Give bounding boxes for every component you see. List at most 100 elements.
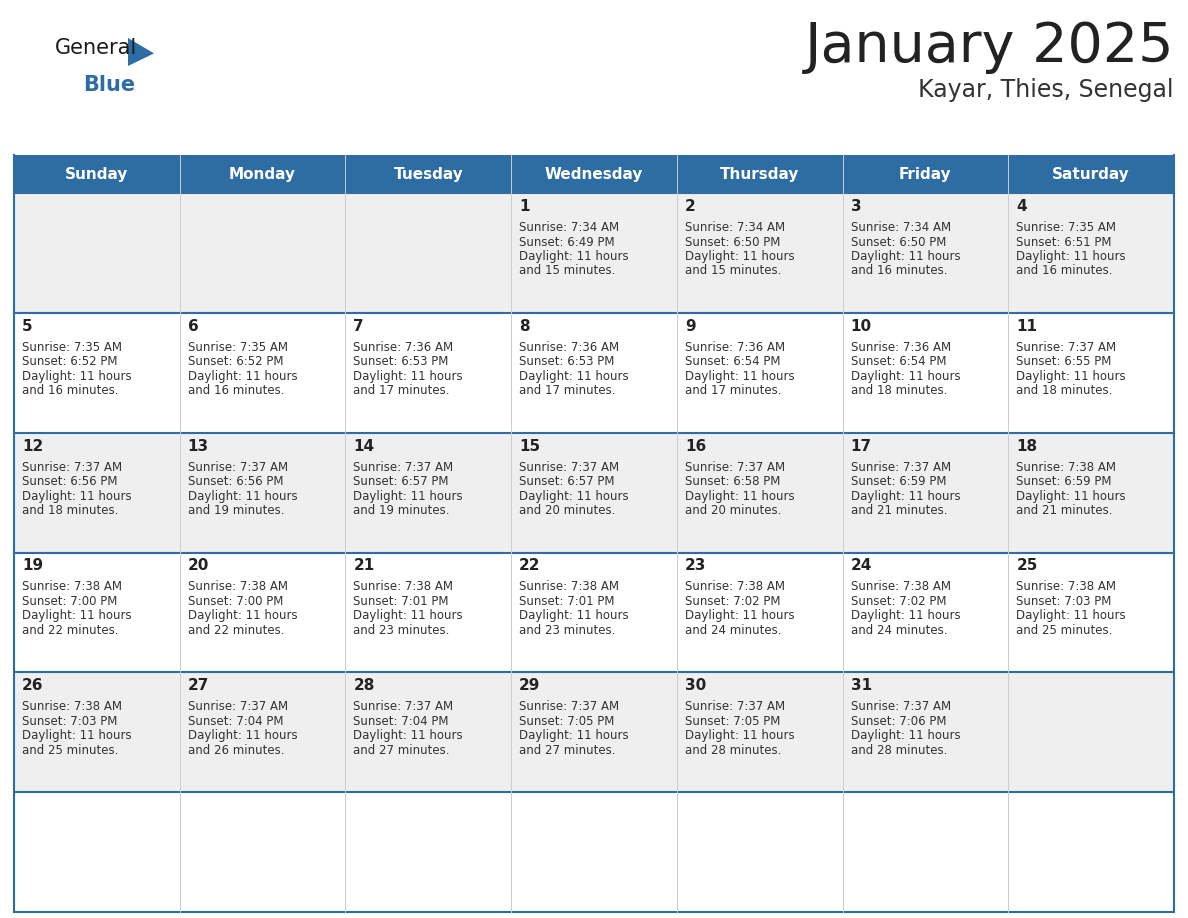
Text: Daylight: 11 hours: Daylight: 11 hours (684, 610, 795, 622)
Text: and 20 minutes.: and 20 minutes. (684, 504, 782, 517)
Bar (14, 313, 179, 432)
Text: and 21 minutes.: and 21 minutes. (851, 504, 947, 517)
Text: Sunrise: 7:35 AM: Sunrise: 7:35 AM (23, 341, 122, 353)
Text: 26: 26 (23, 678, 44, 693)
Text: 22: 22 (519, 558, 541, 574)
Text: and 24 minutes.: and 24 minutes. (851, 624, 947, 637)
Bar (346, 432, 511, 553)
Text: 23: 23 (684, 558, 706, 574)
Bar (677, 432, 842, 553)
Text: 1: 1 (519, 199, 530, 214)
Text: and 16 minutes.: and 16 minutes. (23, 385, 119, 397)
Text: 4: 4 (1016, 199, 1026, 214)
Text: January 2025: January 2025 (804, 20, 1174, 74)
Text: and 26 minutes.: and 26 minutes. (188, 744, 284, 756)
Bar (14, 193, 179, 313)
Text: and 28 minutes.: and 28 minutes. (684, 744, 782, 756)
Bar (14, 155, 179, 193)
Bar (842, 313, 1009, 432)
Bar (677, 193, 842, 313)
Bar (1009, 432, 1174, 553)
Text: 17: 17 (851, 439, 872, 453)
Text: Sunset: 6:53 PM: Sunset: 6:53 PM (519, 355, 614, 368)
Text: Daylight: 11 hours: Daylight: 11 hours (23, 489, 132, 503)
Text: Sunrise: 7:37 AM: Sunrise: 7:37 AM (684, 700, 785, 713)
Text: 18: 18 (1016, 439, 1037, 453)
Bar (1009, 553, 1174, 672)
Bar (346, 193, 511, 313)
Text: Sunrise: 7:36 AM: Sunrise: 7:36 AM (519, 341, 619, 353)
Text: Daylight: 11 hours: Daylight: 11 hours (684, 250, 795, 263)
Text: and 27 minutes.: and 27 minutes. (519, 744, 615, 756)
Text: Sunset: 6:54 PM: Sunset: 6:54 PM (684, 355, 781, 368)
Text: 28: 28 (353, 678, 374, 693)
Text: Sunset: 7:02 PM: Sunset: 7:02 PM (684, 595, 781, 608)
Bar (1009, 313, 1174, 432)
Text: 15: 15 (519, 439, 541, 453)
Text: Sunset: 6:55 PM: Sunset: 6:55 PM (1016, 355, 1112, 368)
Text: Blue: Blue (83, 75, 135, 95)
Text: Sunrise: 7:38 AM: Sunrise: 7:38 AM (353, 580, 454, 594)
Text: 14: 14 (353, 439, 374, 453)
Text: Daylight: 11 hours: Daylight: 11 hours (519, 610, 628, 622)
Text: Monday: Monday (229, 166, 296, 182)
Text: General: General (55, 38, 138, 58)
Bar (1009, 672, 1174, 792)
Text: 2: 2 (684, 199, 696, 214)
Text: 13: 13 (188, 439, 209, 453)
Bar (179, 313, 346, 432)
Bar (842, 432, 1009, 553)
Text: Sunset: 6:57 PM: Sunset: 6:57 PM (519, 476, 614, 488)
Text: 29: 29 (519, 678, 541, 693)
Text: 3: 3 (851, 199, 861, 214)
Text: Sunset: 7:00 PM: Sunset: 7:00 PM (23, 595, 118, 608)
Text: Daylight: 11 hours: Daylight: 11 hours (519, 370, 628, 383)
Text: Sunset: 7:06 PM: Sunset: 7:06 PM (851, 715, 946, 728)
Bar (179, 553, 346, 672)
Text: and 18 minutes.: and 18 minutes. (23, 504, 119, 517)
Text: Daylight: 11 hours: Daylight: 11 hours (684, 729, 795, 743)
Text: Daylight: 11 hours: Daylight: 11 hours (353, 729, 463, 743)
Text: and 18 minutes.: and 18 minutes. (1016, 385, 1113, 397)
Text: Daylight: 11 hours: Daylight: 11 hours (188, 610, 297, 622)
Text: Daylight: 11 hours: Daylight: 11 hours (519, 250, 628, 263)
Text: Sunset: 6:56 PM: Sunset: 6:56 PM (188, 476, 283, 488)
Text: Sunset: 7:05 PM: Sunset: 7:05 PM (519, 715, 614, 728)
Text: Daylight: 11 hours: Daylight: 11 hours (1016, 250, 1126, 263)
Text: and 21 minutes.: and 21 minutes. (1016, 504, 1113, 517)
Text: Daylight: 11 hours: Daylight: 11 hours (353, 370, 463, 383)
Bar (346, 672, 511, 792)
Bar (14, 672, 179, 792)
Text: Sunset: 7:03 PM: Sunset: 7:03 PM (23, 715, 118, 728)
Text: and 16 minutes.: and 16 minutes. (851, 264, 947, 277)
Text: 9: 9 (684, 319, 695, 334)
Text: Sunrise: 7:36 AM: Sunrise: 7:36 AM (851, 341, 950, 353)
Text: Friday: Friday (899, 166, 952, 182)
Text: 11: 11 (1016, 319, 1037, 334)
Text: and 16 minutes.: and 16 minutes. (1016, 264, 1113, 277)
Text: Kayar, Thies, Senegal: Kayar, Thies, Senegal (918, 78, 1174, 102)
Text: Sunset: 6:58 PM: Sunset: 6:58 PM (684, 476, 781, 488)
Text: Sunrise: 7:37 AM: Sunrise: 7:37 AM (851, 461, 950, 474)
Text: Sunset: 6:51 PM: Sunset: 6:51 PM (1016, 236, 1112, 249)
Text: Sunrise: 7:36 AM: Sunrise: 7:36 AM (684, 341, 785, 353)
Text: Sunrise: 7:38 AM: Sunrise: 7:38 AM (188, 580, 287, 594)
Bar (1009, 193, 1174, 313)
Text: Daylight: 11 hours: Daylight: 11 hours (353, 610, 463, 622)
Text: Sunrise: 7:36 AM: Sunrise: 7:36 AM (353, 341, 454, 353)
Text: Sunrise: 7:37 AM: Sunrise: 7:37 AM (188, 700, 287, 713)
Text: and 16 minutes.: and 16 minutes. (188, 385, 284, 397)
Text: and 22 minutes.: and 22 minutes. (23, 624, 119, 637)
Text: 10: 10 (851, 319, 872, 334)
Text: Sunset: 6:59 PM: Sunset: 6:59 PM (851, 476, 946, 488)
Bar (842, 155, 1009, 193)
Text: Wednesday: Wednesday (545, 166, 643, 182)
Bar (346, 155, 511, 193)
Text: Daylight: 11 hours: Daylight: 11 hours (851, 250, 960, 263)
Bar (14, 432, 179, 553)
Bar (346, 313, 511, 432)
Text: Daylight: 11 hours: Daylight: 11 hours (188, 370, 297, 383)
Bar (677, 313, 842, 432)
Text: Sunset: 6:54 PM: Sunset: 6:54 PM (851, 355, 946, 368)
Text: Saturday: Saturday (1053, 166, 1130, 182)
